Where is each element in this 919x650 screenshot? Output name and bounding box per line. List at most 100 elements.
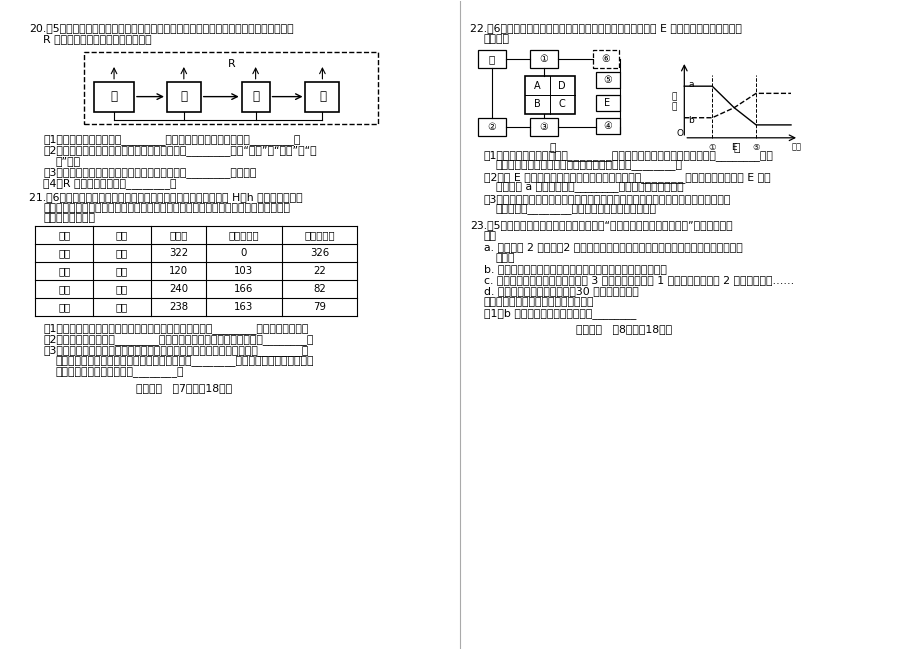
- Text: （2）由表中数据可知，________是显性性状，直发个体的基因组成为________。: （2）由表中数据可知，________是显性性状，直发个体的基因组成为_____…: [43, 334, 313, 345]
- Text: （1）最可能代表玉米的是________，请写出该农田中的食物链：________。: （1）最可能代表玉米的是________，请写出该农田中的食物链：_______…: [43, 134, 301, 145]
- Text: 乙: 乙: [180, 90, 187, 103]
- Text: O: O: [676, 129, 683, 138]
- Text: D: D: [558, 81, 565, 90]
- Text: （1）调查是科学探究常用的方法之一，本调查过程中采用________方法进行了统计。: （1）调查是科学探究常用的方法之一，本调查过程中采用________方法进行了统…: [43, 323, 308, 334]
- Text: 乙: 乙: [732, 143, 739, 153]
- Text: ②: ②: [487, 122, 495, 132]
- Bar: [595, 95, 618, 111]
- Text: 直发: 直发: [116, 248, 128, 258]
- Text: 240: 240: [168, 284, 187, 294]
- Text: d. 在适宜的条件下进行摦插，30 天后观察结果。: d. 在适宜的条件下进行摦插，30 天后观察结果。: [483, 286, 638, 296]
- Text: 卷发: 卷发: [116, 302, 128, 312]
- Text: 82: 82: [312, 284, 325, 294]
- Text: ⑥: ⑥: [600, 54, 609, 64]
- Text: 卷发子女数: 卷发子女数: [228, 230, 258, 240]
- Text: （2）若 E 为小肠，乙中体现营养物质变化的曲线是________（填图中字母），若 E 为肾: （2）若 E 为小肠，乙中体现营养物质变化的曲线是________（填图中字母）…: [483, 172, 770, 183]
- Text: ③: ③: [539, 122, 548, 132]
- Bar: [94, 82, 134, 112]
- Text: 脏，曲线 a 表示的物质有________（至少填两种物质）。: 脏，曲线 a 表示的物质有________（至少填两种物质）。: [495, 183, 683, 193]
- Text: R: R: [227, 59, 234, 69]
- Text: b: b: [687, 116, 693, 125]
- Bar: [529, 118, 557, 136]
- Text: ⑤: ⑤: [603, 75, 611, 85]
- Text: 直发: 直发: [58, 248, 70, 258]
- Text: 肺: 肺: [488, 54, 494, 64]
- Bar: [524, 76, 574, 114]
- Text: 父亲: 父亲: [58, 230, 70, 240]
- Text: 直发: 直发: [116, 284, 128, 294]
- Text: （3）由图可知，能量在沿食物链流动过程中呈现________的特点。: （3）由图可知，能量在沿食物链流动过程中呈现________的特点。: [43, 166, 256, 177]
- Text: E: E: [731, 143, 736, 152]
- Text: 母亲: 母亲: [116, 230, 128, 240]
- Text: B: B: [533, 99, 540, 109]
- Text: 甲: 甲: [110, 90, 118, 103]
- Text: b. 从叶柄处去掉上方茎节的部分叶片和下方茎节的全部叶片。: b. 从叶柄处去掉上方茎节的部分叶片和下方茎节的全部叶片。: [483, 265, 666, 274]
- Text: （3）已知一男性为卷发，其妻子和女儿均为直发，则该男性的基因组成为________；: （3）已知一男性为卷发，其妻子和女儿均为直发，则该男性的基因组成为_______…: [43, 345, 308, 356]
- Text: （3）小明同学感冒引起扇桃体发炎，静脉注射药物到达扇桃体的过程中，流经心脏四: （3）小明同学感冒引起扇桃体发炎，静脉注射药物到达扇桃体的过程中，流经心脏四: [483, 194, 731, 203]
- Text: 请帮助完成实验设计并回答有关问题：: 请帮助完成实验设计并回答有关问题：: [483, 297, 594, 307]
- Text: 丙: 丙: [252, 90, 259, 103]
- Bar: [166, 82, 200, 112]
- Text: 结构: 结构: [791, 143, 801, 152]
- Text: C: C: [558, 99, 565, 109]
- Bar: [84, 52, 378, 124]
- Text: 含
量: 含 量: [671, 92, 676, 112]
- Text: ④: ④: [603, 121, 611, 131]
- Text: 21.（6分）已知人的卷发和直发是一对相对性状，相关基因分别用 H、h 表示。为研究这: 21.（6分）已知人的卷发和直发是一对相对性状，相关基因分别用 H、h 表示。为…: [29, 192, 302, 202]
- Text: 腔的顺序是________（用图中字母和箭头表示）。: 腔的顺序是________（用图中字母和箭头表示）。: [495, 205, 656, 215]
- Text: 103: 103: [233, 266, 253, 276]
- Text: （1）图甲中肺循环的起点是________（填图中字母），流动脉血的血管有________（填: （1）图甲中肺循环的起点是________（填图中字母），流动脉血的血管有___…: [483, 150, 773, 161]
- Text: 163: 163: [233, 302, 253, 312]
- Text: 对相对性状的遗传特点，兴趣小组的同学随机抽取若干家庭进行了调查，结果如下表。: 对相对性状的遗传特点，兴趣小组的同学随机抽取若干家庭进行了调查，结果如下表。: [43, 203, 290, 213]
- Text: 20.（5分）下图为我市某玉米田中能量流动示意图，甲、乙、丙、丁分别表示某些生物，: 20.（5分）下图为我市某玉米田中能量流动示意图，甲、乙、丙、丁分别表示某些生物…: [29, 23, 293, 33]
- Text: 卷发: 卷发: [116, 266, 128, 276]
- Bar: [595, 72, 618, 88]
- Text: （2）从理论上讲，若大量捕杀丙，玉米的产量会________（填“上升”、“不变”或“下: （2）从理论上讲，若大量捕杀丙，玉米的产量会________（填“上升”、“不变…: [43, 145, 316, 156]
- Text: 0: 0: [240, 248, 246, 258]
- Text: 120: 120: [168, 266, 187, 276]
- Text: 斜削。: 斜削。: [495, 254, 515, 263]
- Text: ①: ①: [539, 54, 548, 64]
- Text: R 表示某种生理过程，请据图回答：: R 表示某种生理过程，请据图回答：: [43, 34, 152, 44]
- Text: （1）b 步骤中，去掉叶片的目的是________: （1）b 步骤中，去掉叶片的目的是________: [483, 308, 636, 319]
- Text: 卷发: 卷发: [58, 284, 70, 294]
- Text: a: a: [687, 80, 693, 89]
- Bar: [478, 118, 505, 136]
- Bar: [242, 82, 269, 112]
- Bar: [592, 50, 618, 68]
- Text: 22: 22: [312, 266, 325, 276]
- Text: 若该夫妻想再生一胎，则再生一个女儿的概率为________；若妻子进行了烫发，他们: 若该夫妻想再生一胎，则再生一个女儿的概率为________；若妻子进行了烫发，他…: [55, 356, 313, 367]
- Text: 326: 326: [310, 248, 329, 258]
- Text: 生物试卷   第8页（共18页）: 生物试卷 第8页（共18页）: [576, 324, 672, 334]
- Text: 直发: 直发: [58, 302, 70, 312]
- Text: 下：: 下：: [483, 231, 496, 241]
- Text: 降”）。: 降”）。: [55, 156, 80, 166]
- Text: 图回答：: 图回答：: [483, 34, 509, 44]
- Text: 238: 238: [168, 302, 187, 312]
- Text: ①: ①: [708, 143, 715, 152]
- Text: c. 将全部枝条平均分为甲、乙、丙 3 组，其中甲组去掉 1 个侧芽，乙组去掉 2 个侧芽，丙组……: c. 将全部枝条平均分为甲、乙、丙 3 组，其中甲组去掉 1 个侧芽，乙组去掉 …: [483, 275, 793, 285]
- Text: 166: 166: [233, 284, 253, 294]
- Text: 请回答相关问题：: 请回答相关问题：: [43, 213, 96, 224]
- Text: 甲: 甲: [549, 143, 555, 153]
- Text: A: A: [533, 81, 540, 90]
- Bar: [529, 50, 557, 68]
- Bar: [478, 50, 505, 68]
- Text: 丁: 丁: [319, 90, 325, 103]
- Text: E: E: [604, 98, 610, 108]
- Bar: [595, 118, 618, 134]
- Text: ⑤: ⑤: [752, 143, 759, 152]
- Text: 图中数字），保证血液只能由心室流向动脉的是________。: 图中数字），保证血液只能由心室流向动脉的是________。: [495, 161, 682, 172]
- Text: 直发子女数: 直发子女数: [304, 230, 335, 240]
- Text: （4）R 代表的生理过程为________。: （4）R 代表的生理过程为________。: [43, 177, 176, 188]
- Bar: [305, 82, 339, 112]
- Text: 再生一个卷发儿子的概率为________。: 再生一个卷发儿子的概率为________。: [55, 367, 184, 378]
- Text: a. 剪取含有 2 个茎芽、2 个侧芽的新鲜葡萄枝条若干，上方切口为水平，下方切口为: a. 剪取含有 2 个茎芽、2 个侧芽的新鲜葡萄枝条若干，上方切口为水平，下方切…: [483, 242, 742, 252]
- Text: 卷发: 卷发: [58, 266, 70, 276]
- Text: 322: 322: [168, 248, 187, 258]
- Text: 79: 79: [312, 302, 325, 312]
- Text: 家庭数: 家庭数: [169, 230, 187, 240]
- Text: 23.（5分）某生物兴趣小组拟通过实验探究“剪芽对摦插枝条生根的影响”，实验设计如: 23.（5分）某生物兴趣小组拟通过实验探究“剪芽对摦插枝条生根的影响”，实验设计…: [470, 220, 732, 231]
- Text: 22.（6分）下图甲为人体血液循环示意图，乙为血液流经器官 E 时成分变化示意图，请据: 22.（6分）下图甲为人体血液循环示意图，乙为血液流经器官 E 时成分变化示意图…: [470, 23, 741, 33]
- Text: 生物试卷   第7页（共18页）: 生物试卷 第7页（共18页）: [136, 383, 232, 393]
